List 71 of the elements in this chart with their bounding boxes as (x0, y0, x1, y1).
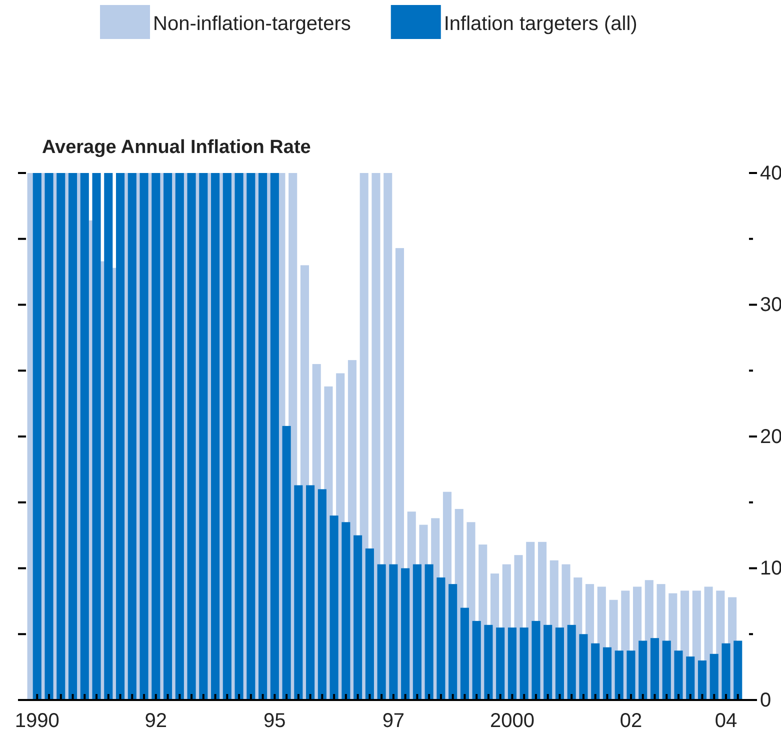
bar (116, 173, 125, 700)
bar (460, 608, 469, 700)
bar (638, 640, 648, 700)
bar (710, 654, 718, 700)
x-tick-label: 1990 (14, 710, 60, 732)
y-tick-label: 0 (760, 689, 772, 712)
bar (389, 564, 398, 700)
bar (270, 173, 279, 700)
x-tick-label: 2000 (490, 710, 534, 732)
bar (674, 650, 683, 700)
bar (734, 640, 742, 700)
bar (104, 173, 113, 700)
bar (614, 650, 624, 700)
bar (544, 624, 552, 700)
bar (650, 638, 660, 700)
bar (234, 173, 244, 700)
x-tick-label: 04 (714, 710, 738, 732)
bar (294, 485, 303, 700)
bar (602, 647, 612, 700)
bar (662, 640, 671, 700)
bar (282, 426, 291, 700)
bar (175, 173, 184, 700)
bar (532, 620, 540, 700)
bar (68, 173, 78, 700)
bar (722, 643, 730, 700)
x-tick-label: 95 (264, 710, 286, 732)
bar (579, 634, 588, 700)
bar (567, 624, 576, 700)
bar (520, 628, 528, 700)
bar (448, 584, 458, 700)
bar (222, 173, 232, 700)
bar (306, 485, 315, 700)
bar (626, 650, 636, 700)
bar (591, 643, 600, 700)
x-tick-label: 92 (144, 710, 168, 732)
legend-label: Non-inflation-targeters (153, 13, 351, 35)
bar (354, 535, 362, 700)
bar (80, 173, 89, 700)
bar (164, 173, 172, 700)
bar (555, 628, 564, 700)
bar (187, 173, 196, 700)
bar (44, 173, 54, 700)
bar (365, 548, 374, 700)
bar (342, 522, 350, 700)
bar (698, 660, 707, 700)
x-tick-label: 97 (382, 710, 405, 732)
chart-title: Average Annual Inflation Rate (42, 137, 311, 158)
bar (140, 173, 148, 700)
bar (484, 624, 493, 700)
x-tick-label: 02 (620, 710, 642, 732)
bar (199, 173, 208, 700)
bar (56, 173, 66, 700)
bar (152, 173, 160, 700)
bar (32, 173, 42, 700)
bar (412, 564, 422, 700)
bar (258, 173, 268, 700)
bar (508, 628, 516, 700)
bar (424, 564, 434, 700)
bar (92, 173, 101, 700)
legend-label: Inflation targeters (all) (444, 13, 638, 35)
bar (436, 577, 446, 700)
bar (496, 628, 505, 700)
bar (686, 656, 695, 700)
bar (246, 173, 256, 700)
bar (472, 620, 481, 700)
bar (330, 516, 338, 700)
bar (377, 564, 386, 700)
bar (211, 173, 220, 700)
bar (401, 568, 410, 700)
bar (128, 173, 136, 700)
bar (318, 489, 326, 700)
